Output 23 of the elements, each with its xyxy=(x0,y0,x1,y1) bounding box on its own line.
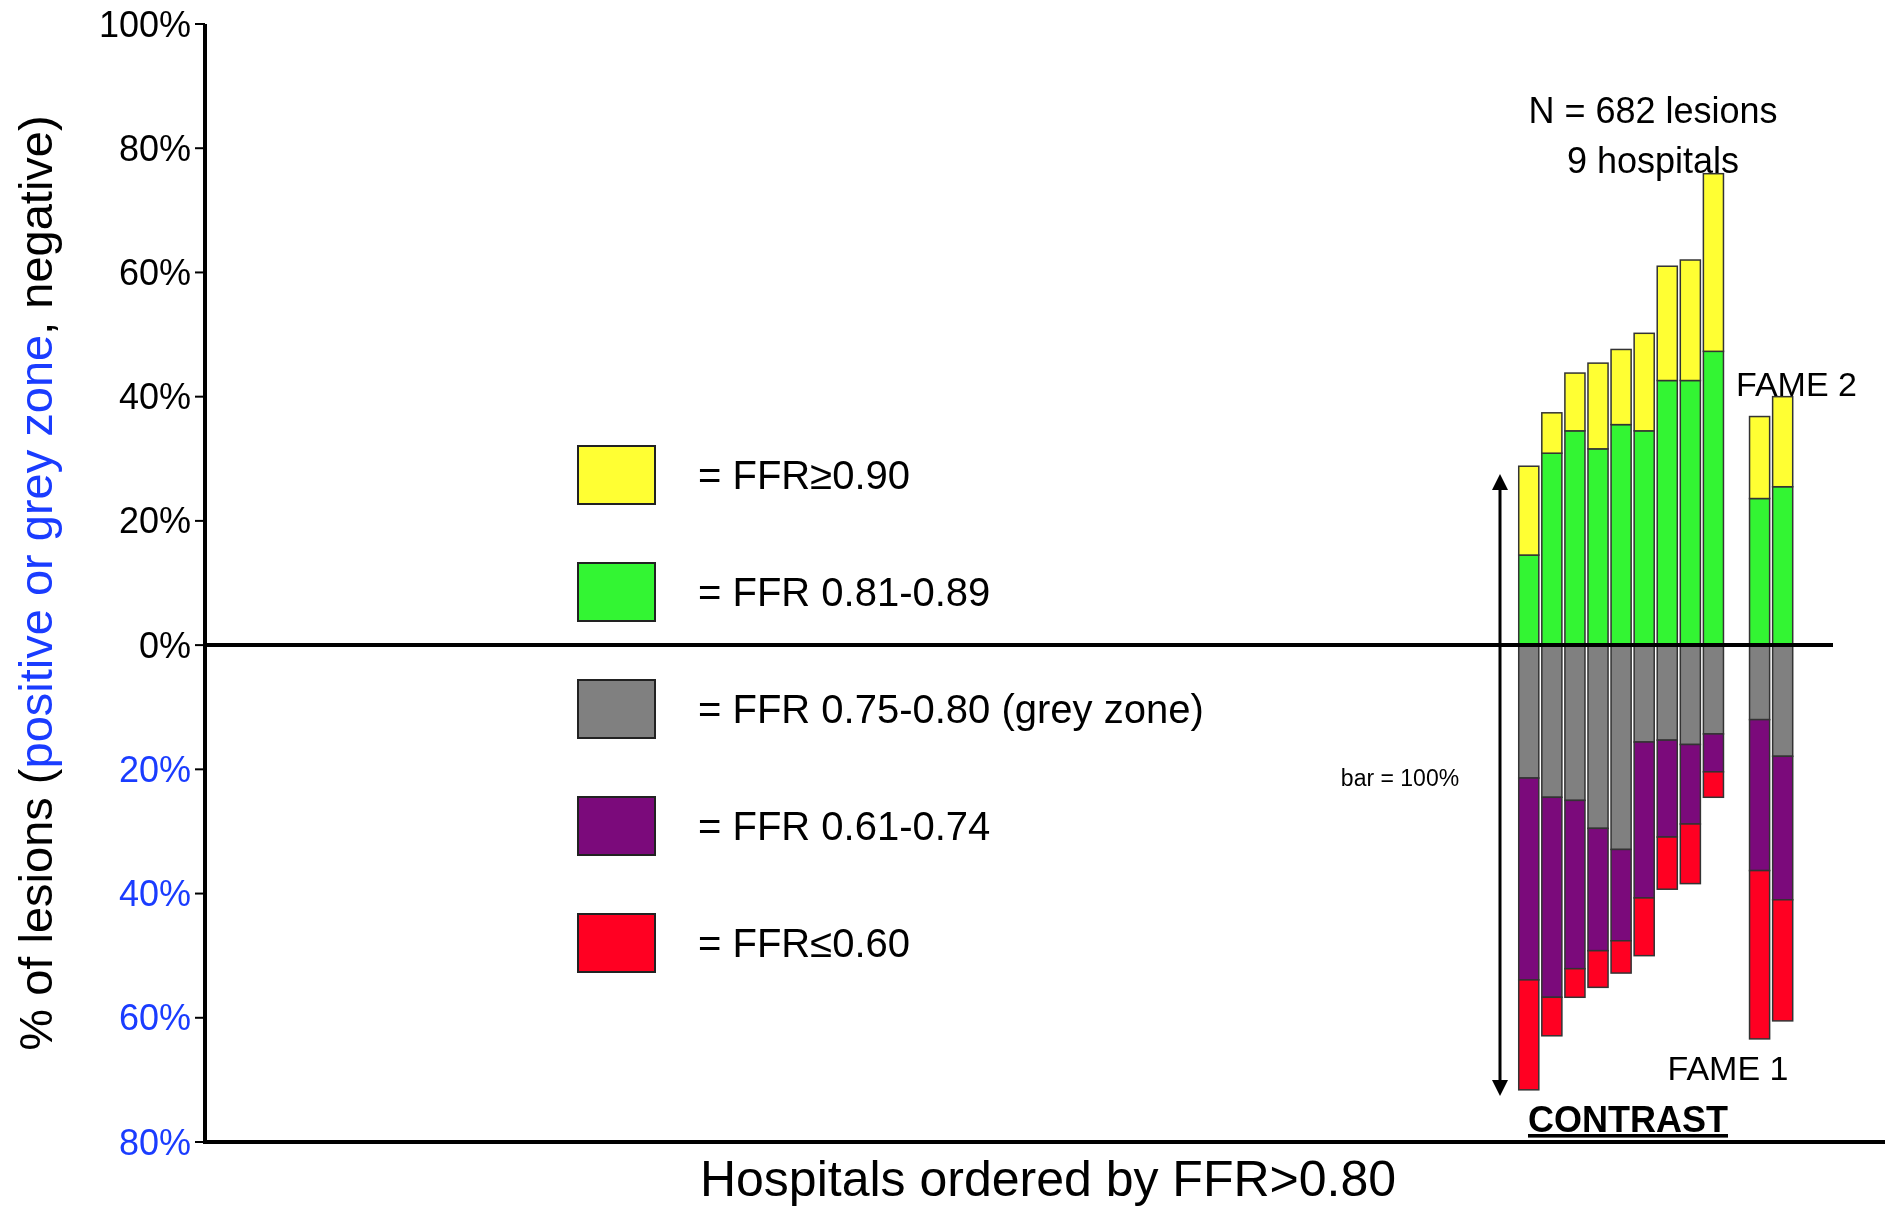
y-tick-label: 60% xyxy=(118,252,191,294)
y-tick-label: 80% xyxy=(118,127,191,169)
annotation: N = 682 lesions xyxy=(1528,90,1778,131)
legend-label: = FFR≥0.90 xyxy=(698,453,911,497)
y-tick-label: 20% xyxy=(118,748,191,790)
y-tick-label: 20% xyxy=(118,500,191,542)
y-tick-label: 40% xyxy=(118,873,191,915)
legend-label: = FFR 0.61-0.74 xyxy=(698,804,991,848)
legend-label: = FFR≤0.60 xyxy=(698,921,911,965)
annotation: CONTRAST xyxy=(1528,1099,1728,1140)
x-axis-title: Hospitals ordered by FFR>0.80 xyxy=(699,1151,1397,1207)
annotation: bar = 100% xyxy=(1340,765,1460,791)
y-tick-label: 100% xyxy=(98,3,191,45)
legend-label: = FFR 0.75-0.80 (grey zone) xyxy=(698,687,1204,731)
annotation: FAME 1 xyxy=(1667,1049,1789,1087)
annotation: 9 hospitals xyxy=(1566,140,1740,181)
y-tick-label: 0% xyxy=(138,624,191,666)
y-axis-title: % of lesions (positive or grey zone, negative) xyxy=(9,115,62,1051)
y-tick-label: 60% xyxy=(118,997,191,1039)
annotation: FAME 2 xyxy=(1736,365,1857,403)
y-tick-label: 80% xyxy=(118,1121,191,1163)
legend-label: = FFR 0.81-0.89 xyxy=(698,570,991,614)
y-tick-label: 40% xyxy=(118,376,191,418)
